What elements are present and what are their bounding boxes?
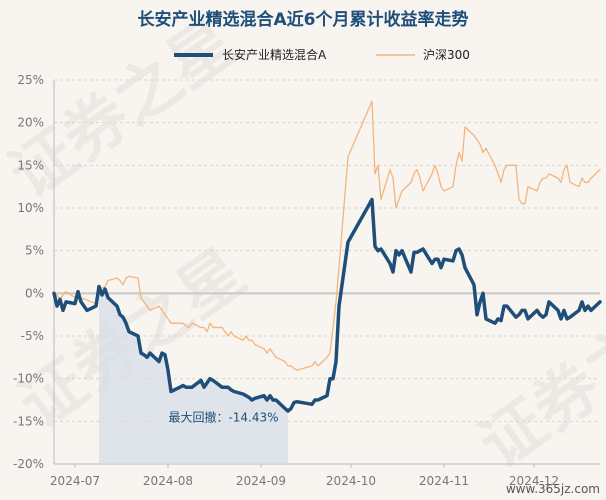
- y-tick-label: 10%: [17, 201, 44, 215]
- x-tick-label: 2024-08: [143, 474, 193, 488]
- legend-label-fund: 长安产业精选混合A: [222, 47, 327, 62]
- series-line-index: [53, 100, 601, 371]
- y-tick-label: 15%: [17, 158, 44, 172]
- y-tick-label: -20%: [13, 457, 44, 471]
- y-axis: 25% 20% 15% 10% 5% 0% -5% -10% -15% -20%: [13, 73, 44, 471]
- x-tick-label: 2024-11: [419, 474, 469, 488]
- x-tick-label: 2024-07: [50, 474, 100, 488]
- drawdown-fill: [99, 286, 288, 464]
- drawdown-area: [99, 286, 288, 464]
- site-watermark: www.365jz.com: [506, 482, 600, 496]
- max-drawdown-label: 最大回撤：-14.43%: [168, 409, 278, 424]
- x-tick-label: 2024-09: [236, 474, 286, 488]
- y-tick-label: -5%: [21, 329, 44, 343]
- series: [52, 100, 602, 413]
- chart-title: 长安产业精选混合A近6个月累计收益率走势: [138, 9, 469, 30]
- watermark-group: 证券之星 证券之星 证券之星: [0, 6, 606, 483]
- y-tick-label: 25%: [17, 73, 44, 87]
- y-tick-label: 0%: [25, 286, 44, 300]
- watermark-1: 证券之星: [0, 6, 249, 213]
- x-axis: 2024-07 2024-08 2024-09 2024-10 2024-11 2024-…: [50, 464, 559, 488]
- y-tick-label: -10%: [13, 372, 44, 386]
- legend: 长安产业精选混合A 沪深300: [174, 47, 470, 62]
- series-line-fund: [52, 197, 602, 413]
- y-tick-label: 20%: [17, 116, 44, 130]
- legend-label-index: 沪深300: [423, 48, 470, 62]
- x-tick-label: 2024-12: [509, 474, 559, 488]
- y-tick-label: -15%: [13, 414, 44, 428]
- x-tick-label: 2024-10: [326, 474, 376, 488]
- y-tick-label: 5%: [25, 244, 44, 258]
